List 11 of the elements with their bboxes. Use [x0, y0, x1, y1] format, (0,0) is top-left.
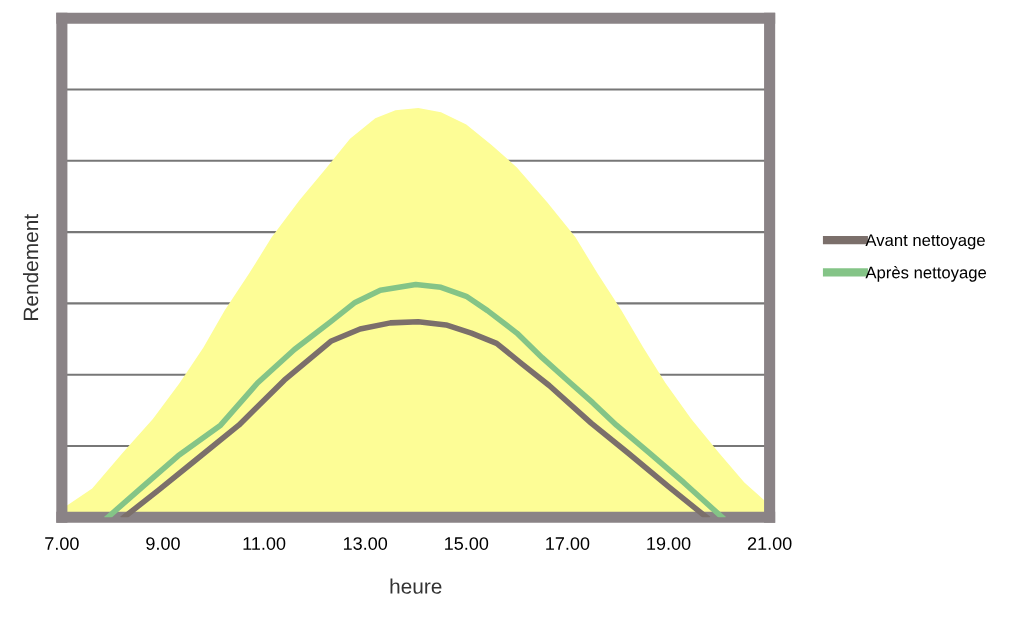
- x-tick-label: 13.00: [343, 537, 388, 550]
- x-tick-label: 15.00: [445, 537, 489, 550]
- x-tick-label: 9.00: [146, 537, 180, 550]
- x-tick-label: 21.00: [747, 537, 792, 550]
- x-tick-label: 7.00: [45, 537, 79, 550]
- x-axis-title: heure: [390, 578, 442, 594]
- x-tick-label: 19.00: [647, 537, 691, 550]
- x-tick-label: 11.00: [243, 537, 286, 550]
- y-axis-title: Rendement: [22, 214, 39, 320]
- x-tick-label: 17.00: [546, 537, 590, 550]
- legend-label: Après nettoyage: [865, 266, 987, 282]
